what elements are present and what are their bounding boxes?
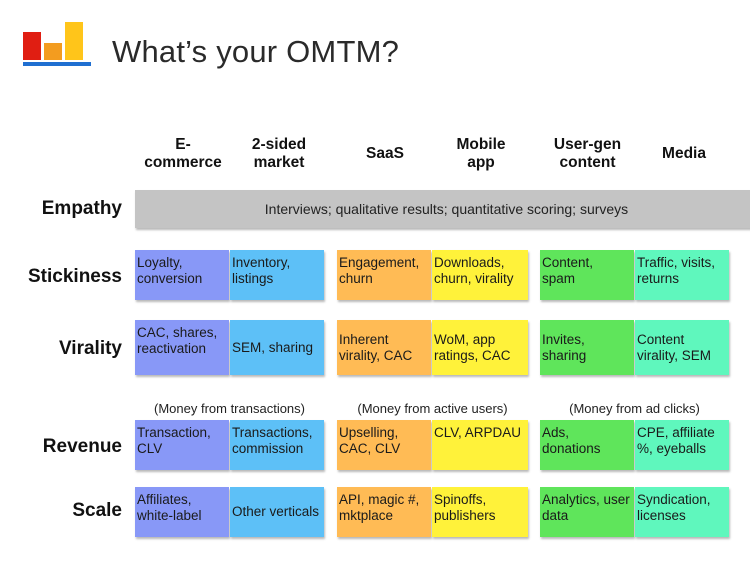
note-money-from-transactions: (Money from transactions) (154, 401, 305, 416)
cell-scale-two-sided-market: Other verticals (230, 487, 324, 537)
cell-revenue-two-sided-market: Transactions, commission (230, 420, 324, 470)
cell-virality-saas: Inherent virality, CAC (337, 320, 431, 375)
cell-revenue-ecommerce: Transaction, CLV (135, 420, 229, 470)
cell-scale-user-gen-content: Analytics, user data (540, 487, 634, 537)
empathy-text: Interviews; qualitative results; quantit… (264, 201, 629, 217)
column-header-two-sided-market: 2-sided market (251, 136, 307, 171)
column-header-mobile-app: Mobile app (456, 136, 506, 171)
page-title: What’s your OMTM? (112, 34, 400, 69)
column-header-user-gen-content: User-gen content (553, 136, 622, 171)
cell-revenue-saas: Upselling, CAC, CLV (337, 420, 431, 470)
cell-stickiness-ecommerce: Loyalty, conversion (135, 250, 229, 300)
cell-stickiness-two-sided-market: Inventory, listings (230, 250, 324, 300)
logo-underline (23, 62, 91, 66)
cell-scale-mobile-app: Spinoffs, publishers (432, 487, 528, 537)
cell-scale-ecommerce: Affiliates, white-label (135, 487, 229, 537)
cell-virality-mobile-app: WoM, app ratings, CAC (432, 320, 528, 375)
cell-scale-saas: API, magic #, mktplace (337, 487, 431, 537)
bar-chart-logo-icon (22, 21, 94, 69)
cell-virality-two-sided-market: SEM, sharing (230, 320, 324, 375)
logo-bar-red (23, 32, 41, 60)
row-label-virality: Virality (58, 338, 122, 359)
cell-virality-ecommerce: CAC, shares, reactivation (135, 320, 229, 375)
cell-stickiness-media: Traffic, visits, returns (635, 250, 729, 300)
column-header-ecommerce: E- commerce (144, 136, 222, 171)
cell-revenue-mobile-app: CLV, ARPDAU (432, 420, 528, 470)
logo-bar-yellow (65, 22, 83, 60)
column-header-media: Media (662, 145, 706, 162)
note-money-from-active-users: (Money from active users) (357, 401, 508, 416)
row-label-scale: Scale (72, 500, 122, 521)
row-label-empathy: Empathy (41, 198, 122, 219)
empathy-bar: Interviews; qualitative results; quantit… (135, 190, 750, 228)
cell-stickiness-user-gen-content: Content, spam (540, 250, 634, 300)
cell-stickiness-mobile-app: Downloads, churn, virality (432, 250, 528, 300)
note-money-from-ad-clicks: (Money from ad clicks) (569, 401, 700, 416)
logo-bar-orange (44, 43, 62, 60)
cell-virality-media: Content virality, SEM (635, 320, 729, 375)
cell-revenue-user-gen-content: Ads, donations (540, 420, 634, 470)
cell-revenue-media: CPE, affiliate %, eyeballs (635, 420, 729, 470)
cell-stickiness-saas: Engagement, churn (337, 250, 431, 300)
column-header-saas: SaaS (366, 145, 404, 162)
cell-scale-media: Syndication, licenses (635, 487, 729, 537)
row-label-revenue: Revenue (42, 436, 122, 457)
cell-virality-user-gen-content: Invites, sharing (540, 320, 634, 375)
row-label-stickiness: Stickiness (28, 266, 122, 287)
